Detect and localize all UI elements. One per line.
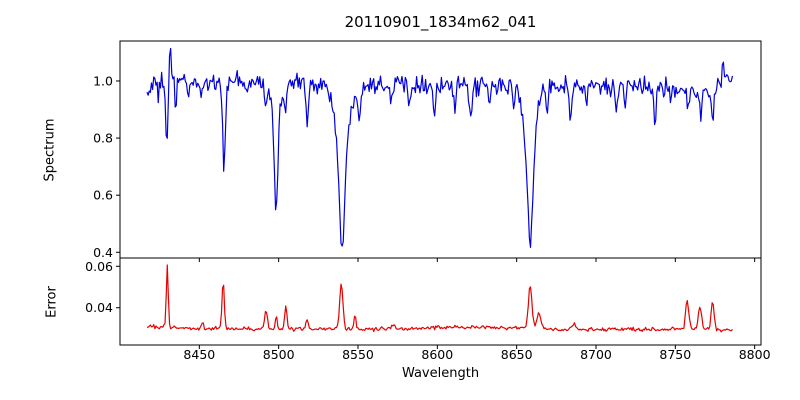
x-tick-label: 8550	[342, 347, 374, 362]
error-y-tick-label: 0.04	[85, 300, 113, 315]
x-tick-label: 8500	[263, 347, 295, 362]
chart-title: 20110901_1834m62_041	[344, 13, 537, 31]
spectrum-y-tick-label: 0.4	[93, 245, 113, 260]
spectrum-y-tick-label: 1.0	[93, 73, 113, 88]
spectrum-axes-box	[119, 40, 762, 259]
x-tick-label: 8700	[580, 347, 612, 362]
error-line	[146, 264, 733, 333]
spectrum-line	[146, 47, 734, 248]
error-axes-box	[119, 257, 762, 346]
spectrum-y-tick-label: 0.8	[93, 131, 113, 146]
x-tick-label: 8750	[659, 347, 691, 362]
error-y-tick-label: 0.06	[85, 259, 113, 274]
x-axis-label: Wavelength	[401, 366, 480, 381]
x-tick-label: 8600	[421, 347, 453, 362]
x-tick-label: 8450	[183, 347, 215, 362]
x-tick-label: 8650	[501, 347, 533, 362]
x-tick-label: 8800	[739, 347, 771, 362]
spectrum-y-tick-label: 0.6	[93, 188, 113, 203]
